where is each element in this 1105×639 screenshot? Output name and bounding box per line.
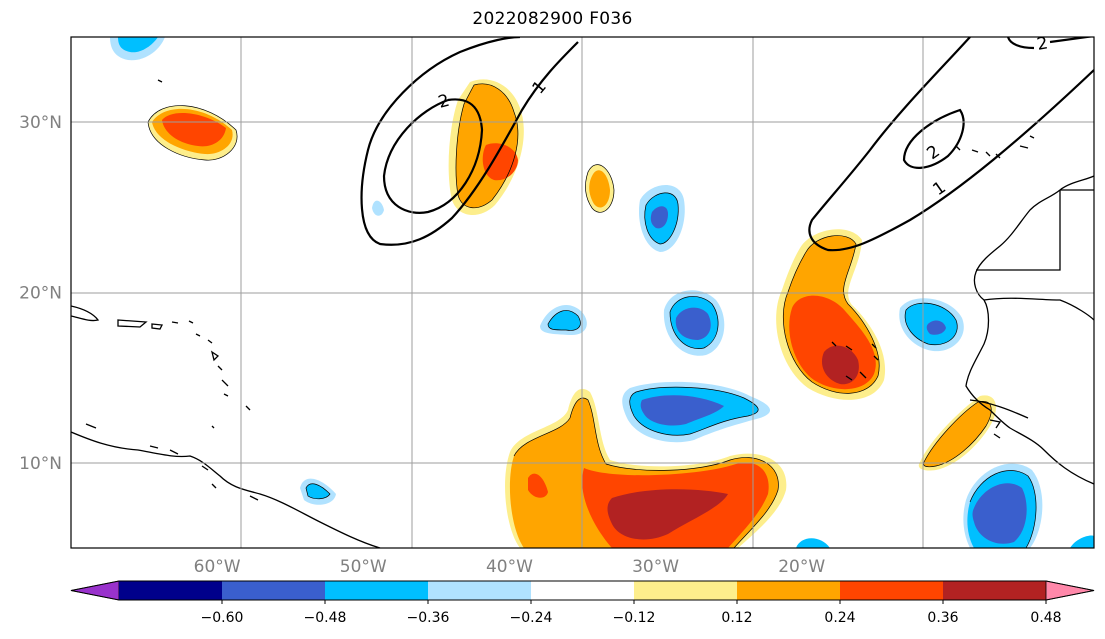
colorbar-segment [325,581,429,600]
lon-tick-label: 60°W [194,557,241,577]
colorbar-segment [634,581,738,600]
colorbar-extend-low [70,580,120,601]
contour-label-2-top: 2 [1035,33,1049,55]
colorbar-segment [222,581,326,600]
colorbar-tick-label: −0.36 [407,610,450,626]
axis-labels: 60°W 50°W 40°W 30°W 20°W 30°N 20°N 10°N [19,113,825,577]
lon-tick-label: 50°W [340,557,387,577]
colorbar-segment [428,581,532,600]
lon-tick-label: 40°W [486,557,533,577]
contours-thick [360,37,1094,252]
colorbar-tick-label: 0.12 [721,610,752,626]
colorbar-segment [943,581,1047,600]
colorbar-tick-label: 0.48 [1030,610,1061,626]
contour-label-2-left: 2 [436,91,452,113]
chart-title: 2022082900 F036 [472,9,633,29]
lon-tick-label: 20°W [778,557,825,577]
map-panel: 2 1 2 1 2 [71,33,1094,548]
colorbar-segment [119,581,223,600]
colorbar-tick-label: −0.48 [304,610,347,626]
lat-tick-label: 20°N [19,284,62,304]
colorbar-segment [737,581,841,600]
lat-tick-label: 10°N [19,454,62,474]
gridlines [71,37,1094,548]
colorbar-outline [70,580,1095,601]
lon-tick-label: 30°W [632,557,679,577]
colorbar-tick-label: −0.24 [510,610,553,626]
map-frame [70,36,1095,549]
colorbar-segment [531,581,635,600]
coastlines [71,79,1094,548]
colorbar-tick-label: 0.36 [927,610,958,626]
colorbar-extend-high [1045,580,1095,601]
colorbar-tick-label: −0.60 [201,610,244,626]
thin-contours [147,83,1037,548]
lat-tick-label: 30°N [19,113,62,133]
colorbar-tick-label: −0.12 [613,610,656,626]
colorbar-segment [840,581,944,600]
colorbar: −0.60 −0.48 −0.36 −0.24 −0.12 0.12 0.24 0.36 0.4… [70,580,1095,626]
colorbar-tick-label: 0.24 [824,610,855,626]
